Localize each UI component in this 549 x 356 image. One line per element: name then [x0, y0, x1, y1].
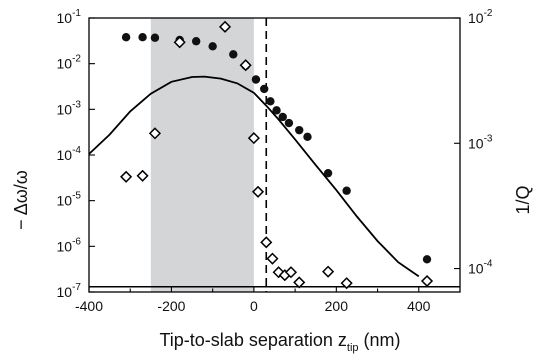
plot-frame [88, 17, 461, 293]
frequency-shift-point-17 [342, 186, 351, 195]
tick-exponent: -3 [72, 99, 81, 110]
chart-marks [88, 20, 434, 290]
left-axis-label: − Δω/ω [11, 170, 31, 230]
tick-exponent: -1 [72, 8, 81, 19]
frequency-shift-point-4 [191, 37, 201, 46]
frequency-shift-point-11 [272, 106, 281, 115]
tick-base: 10 [468, 261, 484, 277]
x-tick-label-4: 400 [407, 298, 431, 314]
dissipation-point-6 [247, 132, 260, 145]
tick-exponent: -2 [484, 8, 493, 19]
tick-base: 10 [57, 147, 73, 163]
frequency-shift-point-12 [278, 112, 287, 122]
left-tick-label-3: 10-4 [57, 145, 82, 163]
tick-exponent: -4 [484, 259, 493, 270]
dissipation-point-14 [322, 265, 335, 278]
dissipation-point-3 [173, 36, 186, 49]
left-tick-label-1: 10-6 [57, 236, 82, 254]
tick-base: 10 [57, 101, 73, 117]
x-tick-label-0: -400 [75, 298, 103, 314]
chart-axes: -400 -200 0 200 40010-710-610-510-410-310-21… [57, 8, 493, 314]
x-tick-label-3: 200 [325, 298, 349, 314]
shaded-region [150, 18, 254, 292]
dissipation-point-8 [260, 236, 273, 249]
tick-exponent: -6 [72, 236, 81, 247]
tick-base: 10 [57, 284, 73, 300]
left-tick-label-4: 10-3 [57, 99, 82, 117]
frequency-shift-point-14 [295, 125, 304, 135]
dissipation-point-4 [218, 20, 232, 33]
right-tick-label-2: 10-2 [468, 8, 493, 26]
dissipation-point-13 [293, 276, 306, 289]
dissipation-point-0 [120, 170, 133, 183]
x-axis-label-main: Tip-to-slab separation z [159, 330, 346, 350]
left-tick-label-6: 10-1 [57, 8, 82, 26]
plot-area [89, 18, 460, 292]
x-axis-label-subscript: tip [347, 342, 359, 354]
frequency-shift-point-6 [229, 50, 238, 59]
tick-exponent: -7 [72, 282, 81, 293]
frequency-shift-point-15 [303, 132, 312, 142]
dissipation-point-15 [340, 277, 353, 290]
tick-base: 10 [468, 135, 484, 151]
frequency-shift-point-5 [208, 42, 217, 51]
frequency-shift-point-2 [150, 33, 160, 42]
model-curve [88, 75, 420, 278]
dissipation-point-16 [420, 274, 434, 288]
dissipation-point-5 [239, 59, 252, 72]
tick-base: 10 [57, 193, 73, 209]
left-tick-label-2: 10-5 [57, 191, 82, 209]
left-tick-label-5: 10-2 [57, 54, 82, 72]
dissipation-point-12 [284, 266, 298, 279]
x-axis-label-unit: (nm) [364, 330, 401, 350]
dissipation-point-9 [266, 252, 279, 265]
left-tick-label-0: 10-7 [57, 282, 82, 300]
dissipation-point-1 [136, 169, 149, 182]
frequency-shift-point-10 [266, 97, 275, 106]
right-tick-label-0: 10-4 [468, 259, 493, 277]
frequency-shift-point-9 [259, 84, 269, 94]
tick-base: 10 [57, 238, 73, 254]
x-axis-label: Tip-to-slab separation ztip (nm) [159, 330, 400, 354]
tick-exponent: -2 [72, 54, 81, 65]
x-tick-label-1: -200 [157, 298, 185, 314]
frequency-shift-point-18 [422, 255, 432, 264]
x-tick-label-2: 0 [250, 298, 258, 314]
tick-exponent: -3 [484, 133, 493, 144]
tick-base: 10 [57, 56, 73, 72]
dissipation-point-2 [148, 127, 162, 140]
tick-exponent: -5 [72, 191, 81, 202]
frequency-shift-point-1 [138, 32, 147, 42]
frequency-shift-point-13 [284, 118, 294, 128]
frequency-shift-point-16 [323, 168, 333, 178]
tick-base: 10 [468, 10, 484, 26]
frequency-shift-point-0 [121, 32, 131, 42]
right-tick-label-1: 10-3 [468, 133, 493, 151]
tick-exponent: -4 [72, 145, 81, 156]
frequency-shift-point-8 [251, 75, 261, 84]
tick-base: 10 [57, 10, 73, 26]
dissipation-point-7 [251, 185, 265, 198]
right-axis-label: 1/Q [513, 185, 533, 214]
